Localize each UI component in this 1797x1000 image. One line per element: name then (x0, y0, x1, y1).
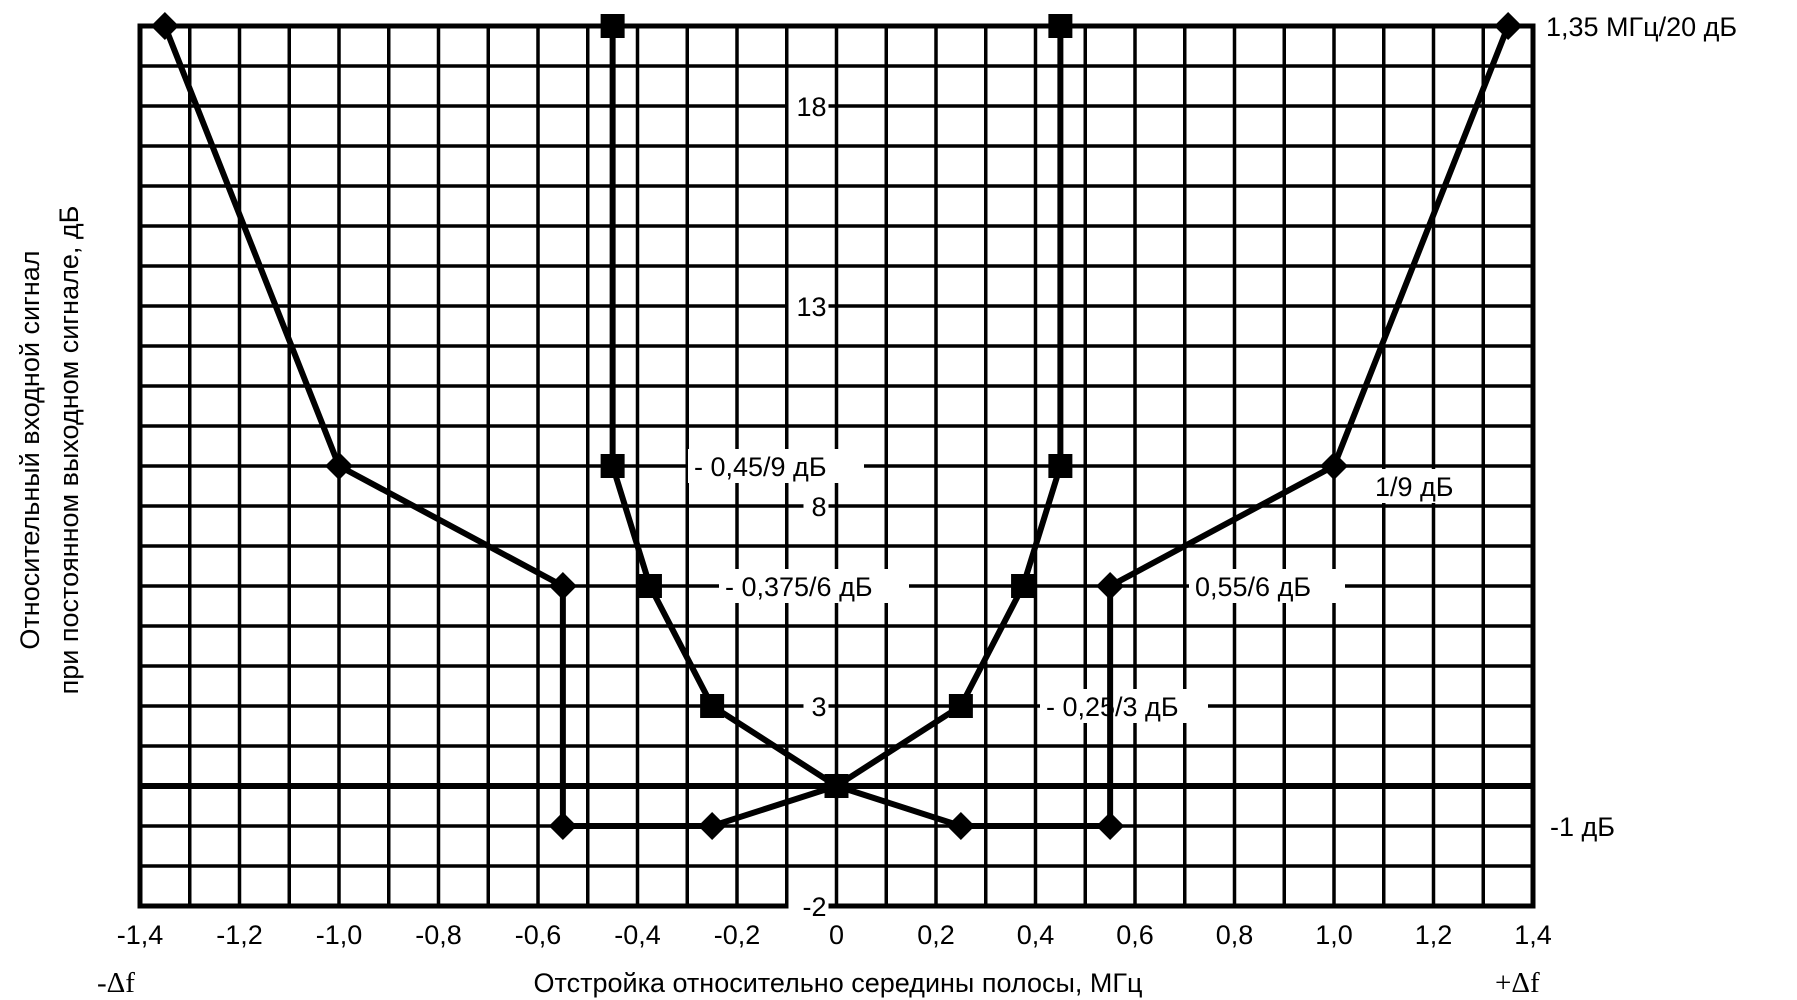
annotation-label: -1 дБ (1550, 812, 1615, 842)
diamond-marker (325, 452, 353, 480)
diamond-marker (698, 812, 727, 840)
square-marker (700, 694, 725, 718)
y-axis-title-line2: при постоянном выходном сигнале, дБ (54, 206, 84, 695)
x-tick-label: 0,2 (917, 920, 955, 950)
x-tick-label: 1,4 (1514, 920, 1552, 950)
diamond-marker (548, 812, 577, 840)
y-tick-label: 13 (796, 292, 826, 322)
diamond-marker (1494, 12, 1523, 40)
diamond-marker (1096, 572, 1125, 600)
x-tick-label: 1,0 (1315, 920, 1353, 950)
x-right-end-label: +Δf (1495, 967, 1540, 999)
y-tick-background (788, 890, 829, 922)
diamond-marker (1096, 812, 1125, 840)
y-tick-background (788, 290, 829, 322)
annotation-background (1544, 809, 1628, 843)
annotation-background (1189, 569, 1345, 603)
y-tick-background (803, 690, 829, 722)
x-axis-title: Отстройка относительно середины полосы, … (534, 968, 1143, 998)
series-markers (150, 12, 1523, 840)
annotations: 1,35 МГц/20 дБ - 0,45/9 дБ 1/9 дБ - 0,375/6… (694, 12, 1737, 842)
annotation-background (1040, 689, 1208, 723)
annotation-background (719, 569, 909, 603)
plot-frame (137, 23, 1536, 909)
diamond-marker (1320, 452, 1348, 480)
x-tick-label: -0,6 (515, 920, 562, 950)
y-tick-label: 18 (796, 92, 826, 122)
x-tick-label: -0,2 (714, 920, 761, 950)
y-axis-title-line1: Относительный входной сигнал (15, 250, 45, 649)
annotation-background (1540, 9, 1790, 43)
x-tick-label: -0,8 (415, 920, 462, 950)
x-tick-label: 0,6 (1116, 920, 1154, 950)
square-marker (948, 694, 973, 718)
square-marker (1048, 14, 1073, 38)
square-marker (637, 574, 662, 598)
square-marker (1011, 574, 1036, 598)
annotation-label: - 0,375/6 дБ (725, 572, 873, 602)
x-tick-labels: -1,4 -1,2 -1,0 -0,8 -0,6 -0,4 -0,2 0 0,2 0,4 0,6 0,… (117, 920, 1552, 950)
x-tick-label: -1,0 (316, 920, 363, 950)
annotation-background (1369, 469, 1477, 503)
x-tick-label: 0,4 (1017, 920, 1055, 950)
y-tick-label: 8 (811, 492, 826, 522)
diamond-marker (150, 12, 179, 40)
x-tick-label: 0 (829, 920, 844, 950)
y-tick-background (788, 90, 829, 122)
square-marker (600, 14, 625, 38)
x-tick-label: -1,4 (117, 920, 164, 950)
annotation-label: 0,55/6 дБ (1195, 572, 1311, 602)
annotation-backgrounds (688, 9, 1790, 843)
x-tick-label: -1,2 (216, 920, 263, 950)
x-left-end-label: -Δf (97, 967, 135, 999)
diamond-marker (548, 572, 577, 600)
annotation-label: 1,35 МГц/20 дБ (1546, 12, 1737, 42)
diamond-marker (946, 812, 975, 840)
y-tick-label: -2 (802, 892, 826, 922)
annotation-label: - 0,45/9 дБ (694, 452, 827, 482)
plot-border (137, 23, 1536, 909)
square-marker (824, 774, 849, 798)
square-marker (1048, 454, 1073, 478)
x-tick-label: 0,8 (1216, 920, 1254, 950)
x-tick-label: 1,2 (1415, 920, 1453, 950)
annotation-label: - 0,25/3 дБ (1046, 692, 1179, 722)
y-tick-labels: 18 13 8 3 -2 (788, 90, 829, 922)
annotation-background (688, 449, 864, 483)
annotation-label: 1/9 дБ (1375, 472, 1454, 502)
x-tick-label: -0,4 (614, 920, 661, 950)
square-marker (600, 454, 625, 478)
y-tick-label: 3 (811, 692, 826, 722)
y-tick-background (803, 490, 829, 522)
